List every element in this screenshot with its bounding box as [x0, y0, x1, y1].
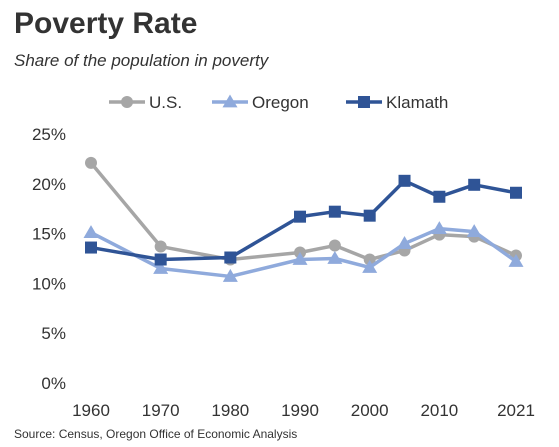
x-tick-label: 1960: [72, 401, 110, 420]
data-point-oregon: [508, 253, 524, 267]
data-point-klamath: [294, 210, 307, 223]
legend-label-klamath: Klamath: [386, 93, 448, 112]
y-tick-label: 5%: [41, 324, 66, 343]
chart-subtitle: Share of the population in poverty: [14, 51, 269, 70]
legend-label-oregon: Oregon: [252, 93, 309, 112]
data-point-oregon: [397, 236, 413, 249]
data-point-oregon: [362, 259, 378, 273]
x-tick-label: 1990: [281, 401, 319, 420]
data-point-klamath: [328, 205, 341, 218]
data-point-klamath: [154, 253, 167, 266]
series-line-u-s: [89, 161, 517, 262]
data-point-klamath: [85, 241, 97, 254]
data-point-oregon: [153, 260, 169, 274]
data-point-u-s: [363, 253, 376, 266]
data-point-klamath: [224, 251, 237, 264]
x-tick-label: 2000: [351, 401, 389, 420]
y-tick-label: 0%: [41, 374, 66, 393]
legend-marker-oregon: [222, 94, 238, 108]
data-point-oregon: [292, 251, 308, 265]
data-point-u-s: [154, 240, 167, 253]
y-tick-label: 25%: [32, 125, 66, 144]
data-point-klamath: [433, 190, 446, 203]
data-point-oregon: [466, 224, 482, 238]
data-point-u-s: [328, 239, 341, 252]
chart-source: Source: Census, Oregon Office of Economi…: [14, 427, 298, 441]
x-tick-label: 2010: [420, 401, 458, 420]
data-point-klamath: [510, 186, 522, 199]
data-point-oregon: [431, 221, 447, 235]
data-point-klamath: [468, 178, 481, 191]
data-point-klamath: [363, 209, 376, 222]
x-tick-label: 2021: [497, 401, 535, 420]
x-tick-label: 1980: [211, 401, 249, 420]
y-tick-label: 20%: [32, 175, 66, 194]
y-tick-label: 10%: [32, 274, 66, 293]
y-tick-label: 15%: [32, 225, 66, 244]
series-line-oregon: [90, 226, 518, 279]
series-line-klamath: [90, 179, 517, 262]
x-tick-label: 1970: [142, 401, 180, 420]
data-point-oregon: [83, 225, 99, 239]
data-point-u-s: [85, 156, 97, 169]
data-point-klamath: [398, 174, 411, 187]
data-point-oregon: [327, 251, 343, 264]
chart-title: Poverty Rate: [14, 7, 198, 40]
legend-label-u-s: U.S.: [149, 93, 182, 112]
legend-marker-klamath: [358, 96, 370, 108]
data-point-oregon: [222, 268, 238, 282]
legend-marker-u-s: [121, 96, 133, 108]
